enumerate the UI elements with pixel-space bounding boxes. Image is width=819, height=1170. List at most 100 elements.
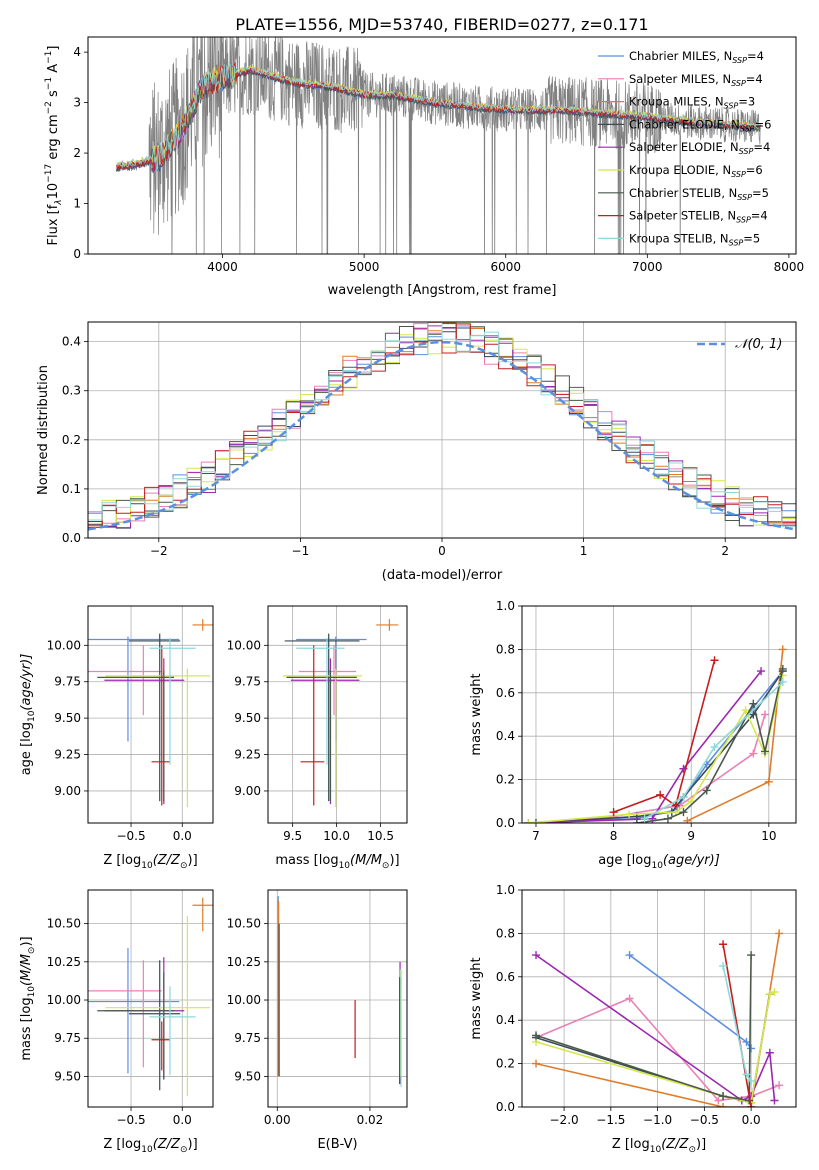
y-tick-label: 9.50 — [54, 1069, 81, 1083]
plus-marker — [719, 1103, 728, 1107]
x-tick-label: 10.0 — [323, 829, 350, 843]
plus-marker — [710, 656, 719, 665]
plus-marker — [770, 987, 779, 996]
series-line — [535, 955, 752, 1102]
weight-series — [625, 951, 756, 1053]
plus-marker — [714, 1096, 723, 1105]
age-vs-mass-panel: 9.5 10.0 10.5 9.00 9.25 9.50 9.75 10.00 mass [lo… — [227, 605, 408, 871]
plus-marker — [532, 1059, 541, 1068]
axes-frame — [521, 605, 797, 824]
x-tick-label: 0.0 — [173, 829, 192, 843]
plus-marker — [609, 808, 618, 817]
plus-marker — [778, 645, 787, 654]
series-line — [644, 681, 784, 820]
y-tick-label: 0.0 — [62, 531, 81, 545]
plus-marker — [770, 1096, 779, 1105]
errorbar-point — [296, 636, 367, 742]
weight-series — [524, 667, 787, 823]
errorbar-point — [192, 619, 213, 631]
errorbar-point — [105, 668, 210, 807]
spectrum-model-line — [116, 61, 761, 170]
series-line — [528, 670, 762, 823]
y-tick-label: 0.6 — [496, 686, 515, 700]
y-tick-label: 10.50 — [47, 917, 81, 931]
errorbar-point — [192, 897, 213, 932]
weight-series — [719, 961, 756, 1085]
xlabel: Z [log10(Z/Z⊙)] — [103, 853, 197, 871]
ylabel: mass weight — [469, 957, 484, 1039]
line-area — [524, 645, 787, 823]
plus-marker — [702, 786, 711, 795]
y-tick-label: 10.25 — [47, 955, 81, 969]
y-tick-label: 9.75 — [234, 675, 261, 689]
legend-entry: Salpeter STELIB, NSSP=4 — [629, 209, 768, 225]
errorbar-point — [151, 645, 170, 806]
x-tick-label: −1 — [292, 544, 310, 558]
x-tick-label: 2 — [721, 544, 729, 558]
weight-series — [609, 656, 719, 817]
plus-marker — [625, 810, 634, 819]
x-tick-label: 9.5 — [283, 829, 302, 843]
y-tick-label: 0.2 — [496, 773, 515, 787]
plus-marker — [679, 808, 688, 817]
series-line — [528, 670, 784, 823]
legend-entry: Salpeter MILES, NSSP=4 — [629, 72, 763, 88]
errorbar-point — [149, 638, 196, 765]
x-tick-label: 7000 — [632, 260, 663, 274]
legend-entry: Chabrier MILES, NSSP=4 — [629, 49, 764, 65]
errorbar-point — [104, 658, 185, 805]
plus-marker — [757, 667, 766, 676]
plus-marker — [719, 961, 728, 970]
errorbar-point — [149, 986, 196, 1075]
y-tick-label: 10.00 — [47, 993, 81, 1007]
plus-marker — [683, 816, 692, 823]
line-area — [532, 929, 784, 1107]
y-tick-label: 0.2 — [62, 433, 81, 447]
plus-marker — [532, 1031, 541, 1040]
y-tick-label: 10.00 — [47, 638, 81, 652]
errorbar-point — [376, 619, 399, 631]
y-tick-label: 0.4 — [496, 1013, 515, 1027]
spectrum-legend: Chabrier MILES, NSSP=4 Salpeter MILES, NS… — [598, 49, 771, 247]
plus-marker — [719, 1092, 728, 1101]
x-tick-label: −1.0 — [643, 1113, 672, 1127]
weight-series — [524, 671, 787, 823]
plus-marker — [742, 1037, 751, 1046]
y-tick-label: 9.50 — [234, 711, 261, 725]
massweight-vs-age-panel: 7 8 9 10 0.0 0.2 0.4 0.6 0.8 1.0 age [log10(age/yr… — [469, 599, 797, 871]
errorbar-point — [128, 633, 181, 802]
plus-marker — [625, 951, 634, 960]
series-line — [722, 944, 752, 1107]
y-tick-label: 0.8 — [496, 642, 515, 656]
x-tick-label: 10 — [761, 829, 776, 843]
y-tick-label: 9.25 — [54, 748, 81, 762]
y-tick-label: 0.1 — [62, 482, 81, 496]
spectrum-plot-area — [115, 37, 761, 254]
y-tick-label: 10.50 — [227, 917, 261, 931]
plus-marker — [778, 664, 787, 673]
normal-curve — [88, 340, 796, 531]
plus-marker — [765, 990, 774, 999]
x-tick-label: −2.0 — [550, 1113, 579, 1127]
spectrum-ylabel: Flux [fλ10−17 erg cm−2 s−1 A−1] — [44, 46, 64, 246]
y-tick-label: 9.50 — [54, 711, 81, 725]
y-tick-label: 0 — [73, 247, 81, 261]
y-tick-label: 9.00 — [234, 784, 261, 798]
axes-frame — [267, 889, 408, 1108]
x-tick-label: −1.5 — [596, 1113, 625, 1127]
x-tick-label: −0.5 — [116, 1113, 145, 1127]
y-tick-label: 9.00 — [54, 784, 81, 798]
ylabel: age [log10(age/yr)] — [19, 654, 37, 776]
figure-title: PLATE=1556, MJD=53740, FIBERID=0277, z=0… — [235, 15, 648, 34]
x-tick-label: −0.5 — [690, 1113, 719, 1127]
mass-vs-EBV-panel: 0.00 0.02 9.50 9.75 10.00 10.25 10.50 E(B-V) — [227, 889, 408, 1152]
errorbar-area — [282, 619, 399, 807]
errorbar-point — [284, 633, 360, 802]
x-tick-label: 6000 — [490, 260, 521, 274]
errorbar-area — [88, 619, 213, 807]
axes-frame — [521, 889, 797, 1108]
x-tick-label: 1 — [580, 544, 588, 558]
errorbar-area — [277, 896, 402, 1088]
residuals-ylabel: Normed distribution — [36, 365, 51, 495]
xlabel: E(B-V) — [317, 1137, 357, 1152]
